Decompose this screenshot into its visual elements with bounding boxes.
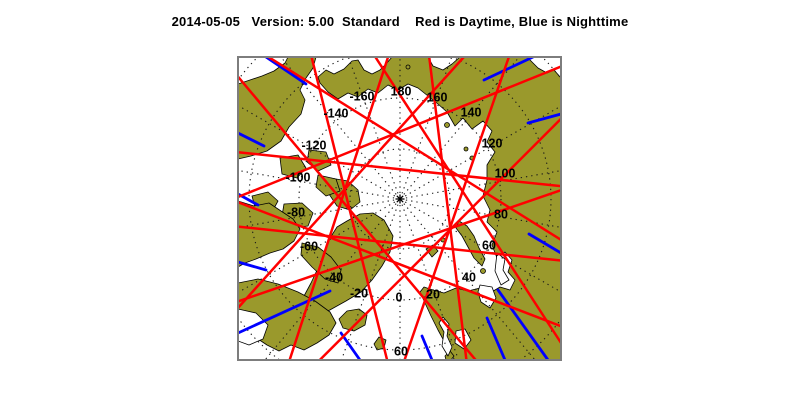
day-track bbox=[238, 188, 561, 303]
landmass-islet bbox=[405, 64, 411, 70]
night-track bbox=[264, 57, 308, 86]
daytime-tracks bbox=[238, 57, 561, 360]
day-track bbox=[374, 57, 561, 345]
longitude-label: 60 bbox=[482, 239, 496, 253]
day-track bbox=[238, 150, 561, 188]
longitude-label: -120 bbox=[301, 139, 326, 153]
night-track bbox=[238, 131, 266, 148]
latitude-circle bbox=[298, 97, 502, 301]
day-track bbox=[403, 57, 511, 360]
meridian-line bbox=[404, 105, 561, 197]
longitude-label: 120 bbox=[482, 137, 503, 151]
meridian-line bbox=[238, 199, 395, 229]
day-track bbox=[238, 57, 466, 310]
meridian-line bbox=[403, 203, 536, 360]
day-track bbox=[267, 57, 561, 242]
night-track bbox=[238, 289, 332, 335]
longitude-label: -60 bbox=[300, 240, 318, 254]
landmass-alaska bbox=[238, 57, 317, 160]
night-track bbox=[238, 260, 268, 272]
night-track bbox=[339, 331, 362, 360]
landmass-islet bbox=[480, 268, 486, 274]
longitude-label: -40 bbox=[325, 271, 343, 285]
landmass-islet bbox=[463, 146, 469, 152]
day-track bbox=[288, 57, 390, 360]
longitude-labels: 180 -160 160 -140 140 -120 120 -100 100 -80 80 -60 6… bbox=[285, 85, 515, 359]
longitude-label: 80 bbox=[494, 208, 508, 222]
meridian-line bbox=[238, 104, 396, 197]
longitude-label: -160 bbox=[349, 90, 374, 104]
day-track bbox=[238, 65, 561, 199]
day-track bbox=[238, 200, 561, 328]
meridian-line bbox=[403, 57, 520, 195]
meridian-line bbox=[401, 57, 453, 194]
day-track bbox=[427, 57, 468, 360]
page-title: 2014-05-05 Version: 5.00 Standard Red is… bbox=[171, 14, 629, 29]
day-track bbox=[238, 225, 561, 262]
nighttime-tracks bbox=[238, 57, 561, 360]
sea-white-sea bbox=[494, 252, 510, 286]
longitude-label: -100 bbox=[285, 171, 310, 185]
meridian-line bbox=[264, 203, 397, 360]
longitude-label: 40 bbox=[462, 271, 476, 285]
night-track bbox=[527, 232, 561, 255]
longitude-label: 20 bbox=[426, 288, 440, 302]
landmass-iceland bbox=[338, 308, 368, 332]
landmass-islet bbox=[444, 122, 450, 128]
night-track bbox=[496, 288, 550, 360]
meridian-line bbox=[405, 199, 561, 228]
longitude-label: 0 bbox=[396, 291, 403, 305]
day-track bbox=[238, 75, 477, 360]
day-track bbox=[310, 57, 389, 360]
meridian-line bbox=[340, 204, 399, 360]
day-track bbox=[318, 117, 561, 360]
longitude-label: 140 bbox=[461, 106, 482, 120]
night-track bbox=[482, 57, 535, 82]
latitude-label: 60 bbox=[394, 345, 408, 359]
meridian-line bbox=[238, 201, 396, 294]
latitude-circle bbox=[248, 57, 552, 351]
latitude-circle bbox=[349, 148, 451, 250]
night-track bbox=[526, 112, 561, 125]
pole-mark bbox=[396, 195, 404, 203]
longitude-label: -80 bbox=[287, 206, 305, 220]
landmass-novaya-zemlya bbox=[455, 220, 486, 267]
longitude-label: 160 bbox=[427, 91, 448, 105]
night-track bbox=[485, 316, 507, 360]
longitude-label: -140 bbox=[323, 107, 348, 121]
meridian-line bbox=[238, 169, 395, 199]
longitude-label: 100 bbox=[495, 167, 516, 181]
meridian-line bbox=[347, 57, 399, 194]
map-frame bbox=[237, 56, 562, 361]
night-track bbox=[420, 334, 434, 360]
meridian-line bbox=[404, 201, 561, 293]
longitude-label: -20 bbox=[350, 287, 368, 301]
longitude-label: 180 bbox=[391, 85, 412, 99]
meridian-line bbox=[405, 170, 561, 199]
